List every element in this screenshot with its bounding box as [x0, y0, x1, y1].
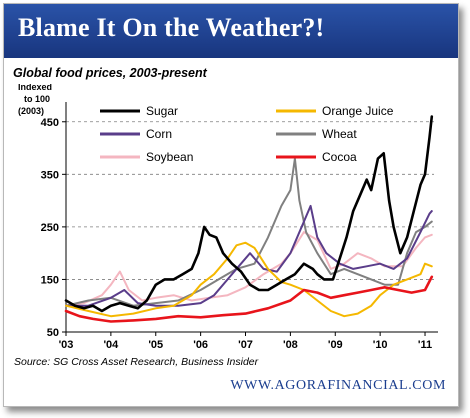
y-tick-labels: 50 150 250 350 450: [41, 117, 66, 339]
banner-title: Blame It On the Weather?!: [18, 13, 325, 42]
legend-label: Orange Juice: [322, 104, 394, 118]
chart-title: Global food prices, 2003-present: [13, 66, 207, 80]
legend-label: Wheat: [322, 127, 357, 141]
y-axis-label-line: to 100: [24, 94, 50, 104]
x-tick-label: '11: [418, 339, 432, 351]
site-url: WWW.AGORAFINANCIAL.COM: [230, 378, 446, 393]
y-axis-label: Indexed to 100 (2003): [18, 84, 52, 116]
x-tick-label: '07: [238, 339, 253, 351]
y-tick-label: 450: [41, 117, 59, 129]
legend: Sugar Orange Juice Corn Wheat Soybean Cocoa: [100, 104, 394, 164]
series-lines: [64, 115, 434, 323]
series-line-cocoa: [64, 275, 434, 323]
chart-card: Blame It On the Weather?! Global food pr…: [3, 3, 459, 407]
gridlines: [66, 121, 434, 280]
source-note: Source: SG Cross Asset Research, Busines…: [14, 356, 259, 368]
x-tick-label: '08: [283, 339, 298, 351]
y-tick-label: 150: [41, 274, 59, 286]
series-line-orange-juice: [65, 241, 433, 318]
series-line-sugar: [64, 115, 434, 313]
x-tick-label: '03: [59, 339, 74, 351]
x-tick-label: '09: [328, 339, 343, 351]
legend-label: Soybean: [146, 150, 193, 164]
y-tick-label: 350: [41, 169, 59, 181]
y-tick-label: 50: [47, 327, 59, 339]
legend-label: Corn: [146, 127, 172, 141]
legend-label: Cocoa: [322, 150, 357, 164]
y-axis-label-line: (2003): [18, 106, 44, 116]
y-tick-label: 250: [41, 222, 59, 234]
series-line-soybean: [65, 231, 433, 307]
y-axis-label-line: Indexed: [18, 84, 52, 92]
axes: [65, 102, 438, 333]
x-tick-label: '10: [373, 339, 388, 351]
x-tick-label: '04: [103, 339, 119, 351]
x-tick-label: '06: [193, 339, 208, 351]
series-line-corn: [65, 204, 433, 307]
x-tick-label: '05: [148, 339, 163, 351]
x-tick-labels: '03 '04 '05 '06 '07 '08 '09 '10 '11: [59, 332, 432, 351]
legend-label: Sugar: [146, 104, 178, 118]
title-banner: Blame It On the Weather?!: [4, 4, 458, 58]
